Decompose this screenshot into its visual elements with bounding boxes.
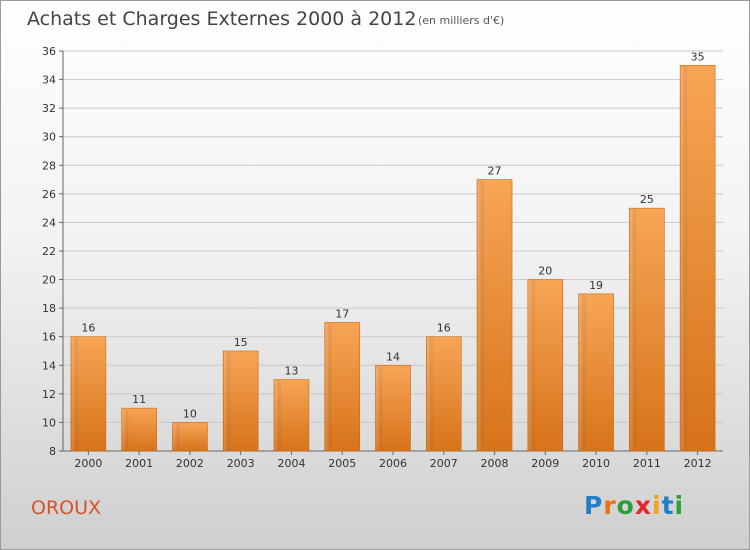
bar-highlight [478, 180, 485, 451]
data-label: 19 [589, 279, 603, 292]
x-tick-label: 2011 [633, 457, 661, 470]
commune-name: OROUX [31, 497, 102, 519]
y-tick-label: 16 [42, 331, 56, 344]
data-label: 16 [81, 322, 95, 335]
x-tick-label: 2007 [430, 457, 458, 470]
y-tick-label: 24 [42, 216, 56, 229]
x-tick-label: 2010 [582, 457, 610, 470]
x-tick-label: 2006 [379, 457, 407, 470]
y-tick-label: 20 [42, 274, 56, 287]
x-tick-label: 2000 [74, 457, 102, 470]
data-labels: 16 11 10 15 13 17 14 16 27 20 19 25 35 [81, 50, 704, 420]
y-tick-label: 18 [42, 302, 56, 315]
data-label: 16 [437, 322, 451, 335]
axes: 8 10 12 14 16 18 20 22 24 26 28 30 32 34 36 2000 2001 200… [42, 45, 723, 470]
x-tick-label: 2009 [531, 457, 559, 470]
bars [70, 64, 716, 452]
data-label: 14 [386, 350, 400, 363]
bar-highlight [579, 294, 586, 450]
y-tick-label: 10 [42, 416, 56, 429]
bar-highlight [224, 352, 231, 450]
proxiti-logo: Proxiti [584, 491, 685, 520]
y-tick-label: 14 [42, 359, 56, 372]
y-tick-label: 30 [42, 131, 56, 144]
data-label: 27 [488, 165, 502, 178]
x-tick-label: 2001 [125, 457, 153, 470]
x-tick-label: 2003 [227, 457, 255, 470]
y-tick-label: 22 [42, 245, 56, 258]
data-label: 35 [691, 50, 705, 63]
y-tick-label: 36 [42, 45, 56, 58]
bar-highlight [681, 66, 688, 451]
bar-highlight [630, 209, 637, 450]
y-tick-label: 28 [42, 159, 56, 172]
chart-subtitle: (en milliers d'€) [418, 14, 505, 27]
bar-highlight [325, 323, 332, 450]
y-tick-label: 12 [42, 388, 56, 401]
chart-title: Achats et Charges Externes 2000 à 2012 [27, 8, 417, 30]
bar-highlight [528, 280, 535, 450]
bar-highlight [122, 409, 129, 450]
data-label: 13 [284, 365, 298, 378]
data-label: 15 [234, 336, 248, 349]
data-label: 17 [335, 307, 349, 320]
x-tick-label: 2002 [176, 457, 204, 470]
x-tick-label: 2005 [328, 457, 356, 470]
data-label: 10 [183, 407, 197, 420]
y-tick-label: 26 [42, 188, 56, 201]
x-tick-label: 2004 [277, 457, 305, 470]
bar-highlight [71, 337, 78, 450]
y-tick-label: 32 [42, 102, 56, 115]
y-tick-label: 34 [42, 74, 56, 87]
y-tick-label: 8 [49, 445, 56, 458]
bar-highlight [427, 337, 434, 450]
bar-highlight [274, 380, 281, 450]
bar-highlight [173, 423, 180, 450]
data-label: 25 [640, 193, 654, 206]
bar-highlight [376, 366, 383, 450]
data-label: 11 [132, 393, 146, 406]
x-tick-label: 2008 [481, 457, 509, 470]
data-label: 20 [538, 265, 552, 278]
x-tick-label: 2012 [684, 457, 712, 470]
